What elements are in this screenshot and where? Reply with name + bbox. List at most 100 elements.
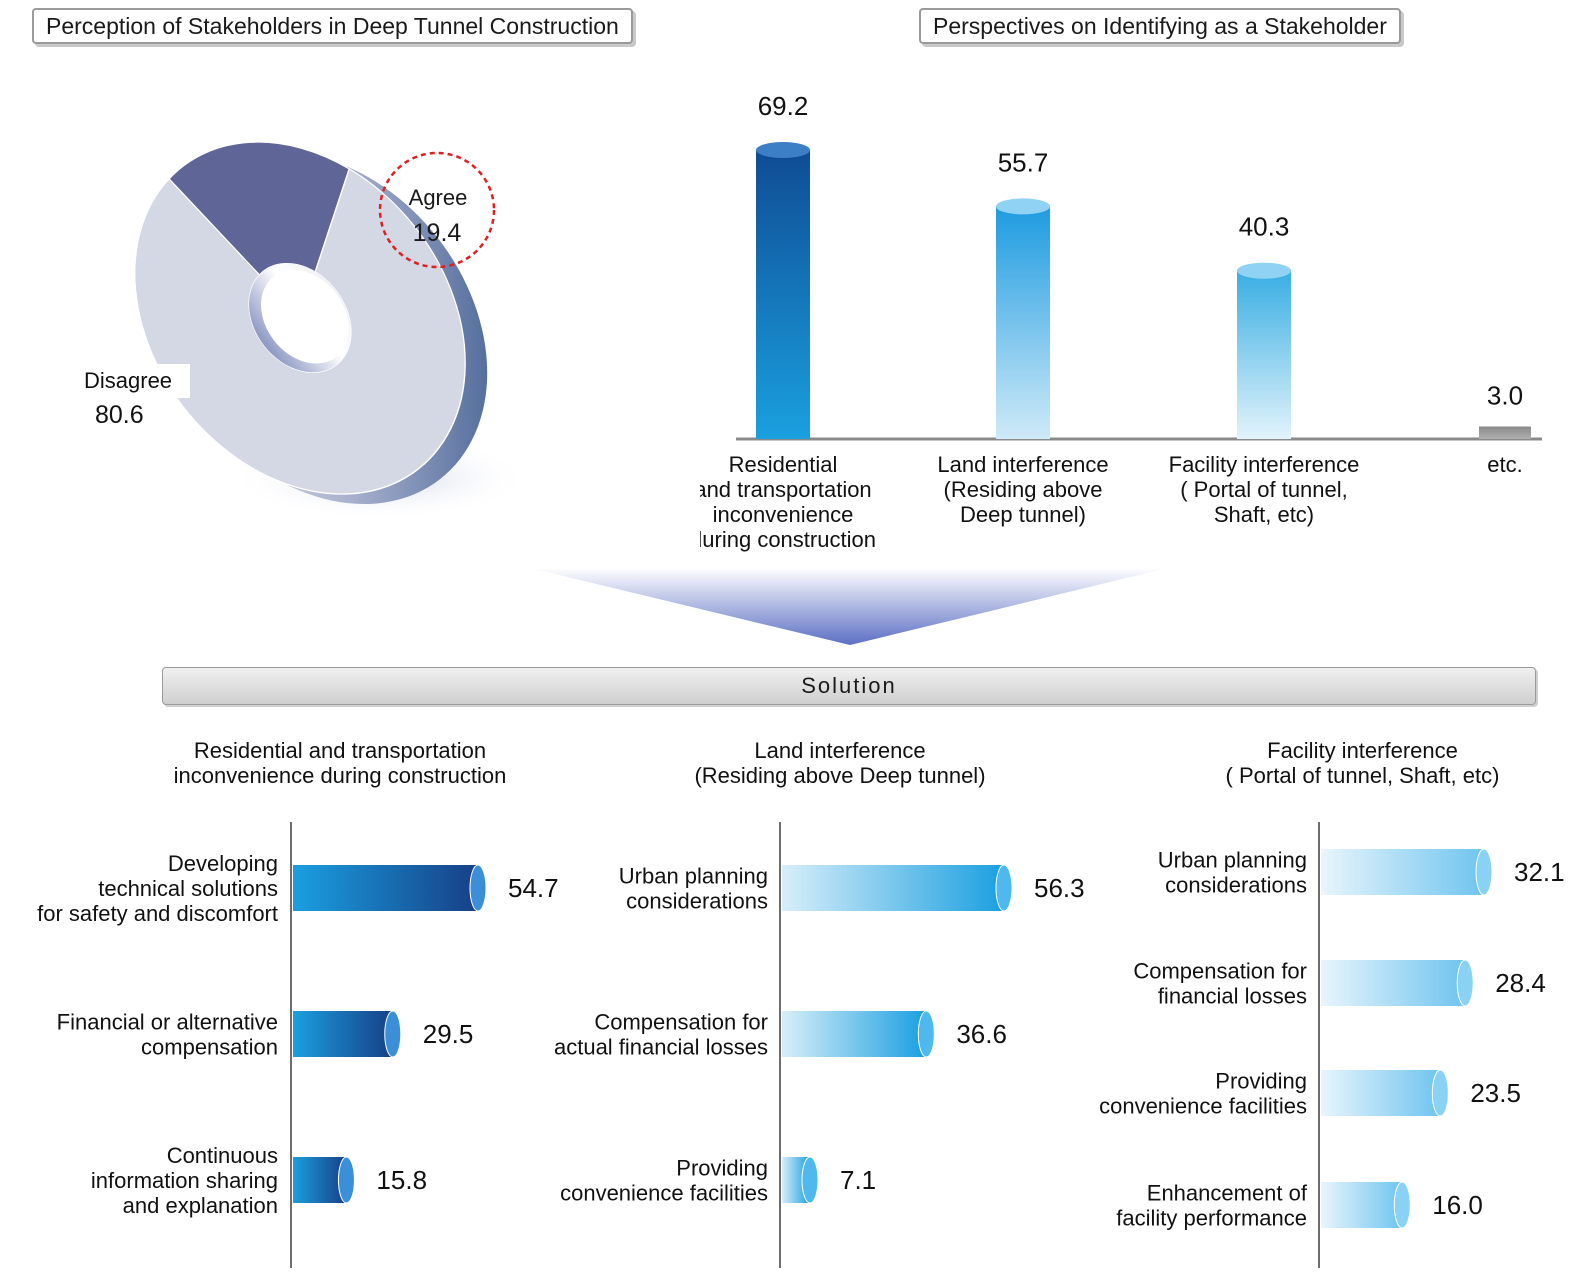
solution-panel-3-bar-group-3 <box>1321 1181 1411 1229</box>
vbar-0 <box>756 150 810 439</box>
vbar-category-label-2-line-0: Facility interference <box>1169 452 1360 477</box>
solution-panel-3-heading-line-2: ( Portal of tunnel, Shaft, etc) <box>1225 763 1500 788</box>
solution-panel-2-bar-1 <box>782 1011 927 1057</box>
solution-panel-3-bar-cap-2 <box>1431 1069 1449 1117</box>
solution-panel-3-bar-group-0 <box>1321 848 1493 896</box>
solution-panel-3-category-label-2-line-0: Providing <box>1215 1069 1307 1094</box>
solution-panel-3-heading-line-1: Facility interference <box>1267 738 1458 763</box>
vbar-group-1 <box>996 198 1050 439</box>
vbar-cap-0 <box>756 142 810 158</box>
solution-panel-1-bar-cap-1 <box>384 1010 402 1058</box>
solution-panel-3-bar-cap-1 <box>1456 959 1474 1007</box>
solution-panel-3-bar-1 <box>1321 960 1466 1006</box>
solution-panel-2-category-label-2-line-1: convenience facilities <box>560 1181 768 1206</box>
solution-panel-2-value-label-2: 7.1 <box>840 1165 876 1195</box>
solution-panel-2-heading-line-2: (Residing above Deep tunnel) <box>694 763 986 788</box>
solution-panel-1-heading-line-2: inconvenience during construction <box>173 763 507 788</box>
solution-panel-2-heading-line-1: Land interference <box>754 738 926 763</box>
solution-panel-2-category-label-2-line-0: Providing <box>676 1156 768 1181</box>
vbar-value-label-3: 3.0 <box>1487 380 1523 410</box>
solution-panel-1-category-label-1-line-0: Financial or alternative <box>57 1010 278 1035</box>
solution-panel-1-bar-2 <box>293 1157 347 1203</box>
solution-panel-2-bar-group-2 <box>782 1156 819 1204</box>
solution-banner: Solution <box>162 667 1536 705</box>
solution-panel-3-bar-3 <box>1321 1182 1403 1228</box>
solution-panel-3-category-label-0-line-1: considerations <box>1165 873 1307 898</box>
solution-panel-2-bar-cap-2 <box>801 1156 819 1204</box>
vbar-category-label-2-line-1: ( Portal of tunnel, <box>1180 477 1348 502</box>
solution-panel-2-category-label-0-line-0: Urban planning <box>619 864 768 889</box>
bar-chart-title: Perspectives on Identifying as a Stakeho… <box>919 8 1401 44</box>
vbar-category-label-1-line-1: (Residing above <box>944 477 1103 502</box>
solution-panel-2-bar-group-0 <box>782 864 1013 912</box>
solution-panel-3-bar-group-1 <box>1321 959 1474 1007</box>
solution-panel-3-category-label-3-line-0: Enhancement of <box>1147 1181 1308 1206</box>
solution-panel-3-category-label-2-line-1: convenience facilities <box>1099 1094 1307 1119</box>
solution-panel-1-bar-1 <box>293 1011 393 1057</box>
solution-panel-3-value-label-0: 32.1 <box>1514 857 1565 887</box>
solution-panel-1-bar-group-1 <box>293 1010 402 1058</box>
solution-panel-1-category-label-2-line-0: Continuous <box>167 1143 278 1168</box>
vbar-group-3 <box>1479 426 1531 439</box>
solution-panel-2-value-label-1: 36.6 <box>956 1019 1007 1049</box>
solution-panel-3-bar-0 <box>1321 849 1484 895</box>
donut-chart: Agree 19.4 Disagree 80.6 <box>76 141 530 520</box>
agree-highlight-circle <box>378 151 496 269</box>
funnel-arrow-shape <box>530 568 1168 645</box>
solution-panel-3-category-label-1-line-1: financial losses <box>1158 984 1307 1009</box>
solution-panel-1-bar-cap-2 <box>337 1156 355 1204</box>
solution-panel-2-category-label-1-line-0: Compensation for <box>594 1010 768 1035</box>
solution-panel-3-category-label-3-line-1: facility performance <box>1116 1206 1307 1231</box>
donut-hole-inner <box>261 269 349 364</box>
solution-panel-3-category-label-1-line-0: Compensation for <box>1133 959 1307 984</box>
solution-panel-1-category-label-0-line-1: technical solutions <box>98 876 278 901</box>
vbar-category-label-0-line-3: during construction <box>700 527 876 552</box>
solution-panel-1-value-label-1: 29.5 <box>423 1019 474 1049</box>
solution-panel-1-bar-0 <box>293 865 478 911</box>
solution-panel-2-category-label-0-line-1: considerations <box>626 889 768 914</box>
solution-panel-1-category-label-2-line-1: information sharing <box>91 1168 278 1193</box>
disagree-label-bg <box>76 364 190 398</box>
vbar-category-label-1-line-0: Land interference <box>937 452 1108 477</box>
vbar-value-label-1: 55.7 <box>998 147 1049 177</box>
vbar-category-label-0-line-0: Residential <box>729 452 838 477</box>
vbar-1 <box>996 206 1050 439</box>
vbar-cap-1 <box>996 198 1050 215</box>
solution-panel-1-heading-line-1: Residential and transportation <box>193 738 487 763</box>
vbar-value-label-0: 69.2 <box>758 91 809 121</box>
solution-panel-1-bar-group-0 <box>293 864 487 912</box>
agree-label: Agree <box>409 185 468 210</box>
agree-value: 19.4 <box>413 219 462 247</box>
vbar-category-label-2-line-2: Shaft, etc) <box>1214 502 1314 527</box>
solution-panel-1-category-label-0-line-0: Developing <box>168 851 278 876</box>
vbar-3 <box>1479 426 1531 439</box>
solution-panel-1-value-label-0: 54.7 <box>508 873 559 903</box>
solution-panel-1-category-label-0-line-2: for safety and discomfort <box>37 901 278 926</box>
solution-panel-2-value-label-0: 56.3 <box>1034 873 1085 903</box>
solution-panel-2-bar-0 <box>782 865 1004 911</box>
solution-panel-1-bar-cap-0 <box>469 864 487 912</box>
vbar-category-label-3-line-0: etc. <box>1487 452 1522 477</box>
funnel-arrow <box>530 568 1168 645</box>
solution-panel-3-value-label-1: 28.4 <box>1495 968 1546 998</box>
solution-panel-1-category-label-2-line-2: and explanation <box>123 1193 278 1218</box>
solution-panel-3-value-label-2: 23.5 <box>1470 1078 1521 1108</box>
solution-panel-3-bar-cap-3 <box>1393 1181 1411 1229</box>
disagree-label: Disagree <box>84 368 172 393</box>
solution-panel-2-bar-cap-1 <box>917 1010 935 1058</box>
solution-panel-1-heading: Residential and transportation inconveni… <box>130 738 550 788</box>
solution-panel-3-bar-2 <box>1321 1070 1441 1116</box>
solution-panel-1-value-label-2: 15.8 <box>376 1165 427 1195</box>
vbar-cap-2 <box>1237 262 1291 279</box>
vbar-group-2 <box>1237 262 1291 439</box>
vbar-group-0 <box>756 142 810 439</box>
solution-panel-1-bar-group-2 <box>293 1156 355 1204</box>
solution-panel-3-heading: Facility interference ( Portal of tunnel… <box>1180 738 1545 788</box>
solution-panel-3-category-label-0-line-0: Urban planning <box>1158 848 1307 873</box>
solution-panel-1-category-label-1-line-1: compensation <box>141 1035 278 1060</box>
solution-panel-3-bar-cap-0 <box>1475 848 1493 896</box>
vbar-category-label-1-line-2: Deep tunnel) <box>960 502 1086 527</box>
solution-panel-3-value-label-3: 16.0 <box>1432 1190 1483 1220</box>
vbar-2 <box>1237 270 1291 439</box>
